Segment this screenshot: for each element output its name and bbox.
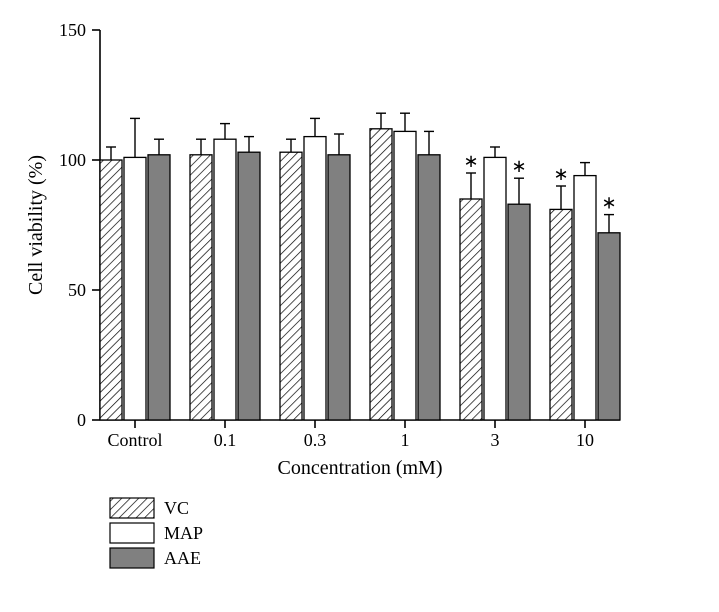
x-tick-label: 3 [491, 430, 500, 450]
bar [574, 176, 596, 420]
legend-swatch [110, 523, 154, 543]
bar [484, 157, 506, 420]
bar [370, 129, 392, 420]
bar [598, 233, 620, 420]
significance-star: ∗ [601, 193, 616, 213]
bar [100, 160, 122, 420]
legend-label: MAP [164, 523, 203, 543]
x-tick-label: 0.1 [214, 430, 237, 450]
bar [280, 152, 302, 420]
significance-star: ∗ [553, 164, 568, 184]
bar-chart: 0 50 100 150 Cell viability (%) Control 0.1 0.3… [0, 0, 719, 612]
bar [124, 157, 146, 420]
chart-container: { "chart": { "type": "bar", "width": 719… [0, 0, 719, 612]
bar [214, 139, 236, 420]
x-tick-label: Control [107, 430, 162, 450]
y-tick-label: 50 [68, 280, 86, 300]
bar [550, 209, 572, 420]
bar [148, 155, 170, 420]
bar [508, 204, 530, 420]
bar [394, 131, 416, 420]
bar [460, 199, 482, 420]
bar [190, 155, 212, 420]
bar [238, 152, 260, 420]
bar [328, 155, 350, 420]
legend-swatch [110, 498, 154, 518]
x-tick-label: 1 [401, 430, 410, 450]
bar [418, 155, 440, 420]
y-tick-label: 0 [77, 410, 86, 430]
legend-swatch [110, 548, 154, 568]
significance-star: ∗ [511, 156, 526, 176]
y-tick-label: 100 [59, 150, 86, 170]
x-axis-label: Concentration (mM) [278, 457, 443, 479]
significance-star: ∗ [463, 151, 478, 171]
x-tick-label: 10 [576, 430, 594, 450]
y-axis-label: Cell viability (%) [25, 155, 47, 295]
x-tick-label: 0.3 [304, 430, 327, 450]
legend-label: VC [164, 498, 189, 518]
bar [304, 137, 326, 420]
y-tick-label: 150 [59, 20, 86, 40]
legend-label: AAE [164, 548, 201, 568]
